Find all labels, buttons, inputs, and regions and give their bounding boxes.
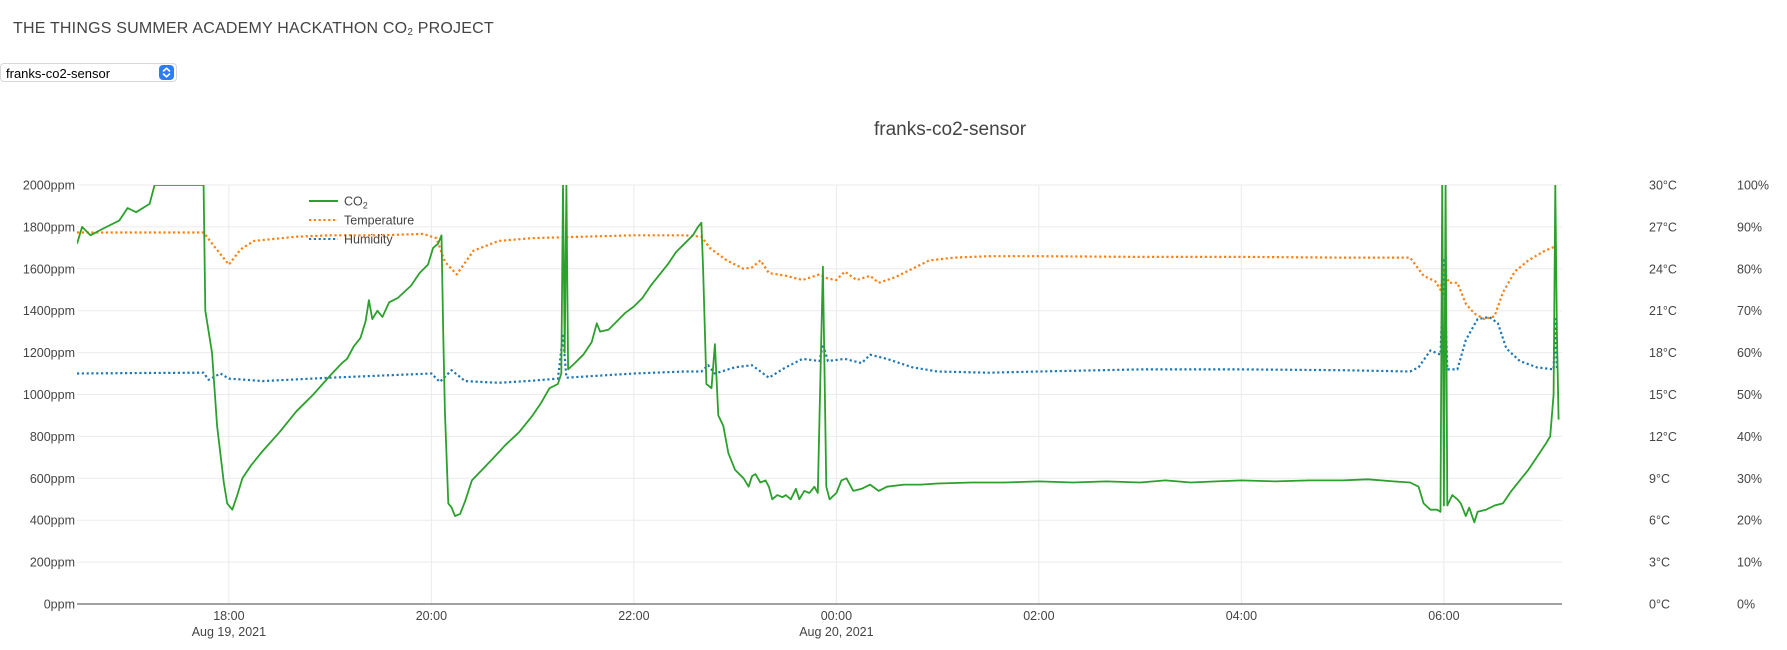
co2-tick-label: 1200ppm (23, 346, 75, 360)
chart-axes: 18:00 Aug 19, 2021 20:00 22:00 00:00 Aug 20, … (23, 179, 1769, 640)
co2-tick-label: 400ppm (30, 514, 75, 528)
co2-tick-label: 1000ppm (23, 388, 75, 402)
temperature-tick-label: 15°C (1649, 388, 1677, 402)
temperature-tick-label: 21°C (1649, 304, 1677, 318)
page-title-suffix: PROJECT (413, 20, 494, 37)
co2-tick-label: 200ppm (30, 556, 75, 570)
temperature-tick-label: 0°C (1649, 598, 1670, 612)
x-tick-label: 02:00 (1023, 609, 1054, 623)
x-tick-date-label: Aug 19, 2021 (192, 625, 266, 639)
legend-label[interactable]: CO2 (344, 195, 368, 211)
x-tick-label: 04:00 (1226, 609, 1257, 623)
updown-chevron-icon[interactable] (159, 65, 174, 80)
chart-legend[interactable]: CO2 Temperature Humidity (309, 195, 414, 247)
humidity-tick-label: 20% (1737, 514, 1762, 528)
series-line-co2 (77, 185, 1560, 524)
humidity-tick-label: 0% (1737, 598, 1755, 612)
x-tick-label: 22:00 (618, 609, 649, 623)
x-tick-label: 06:00 (1428, 609, 1459, 623)
x-tick-date-label: Aug 20, 2021 (799, 625, 873, 639)
temperature-tick-label: 30°C (1649, 179, 1677, 193)
temperature-tick-label: 9°C (1649, 472, 1670, 486)
humidity-tick-label: 10% (1737, 556, 1762, 570)
x-tick-label: 20:00 (416, 609, 447, 623)
humidity-tick-label: 50% (1737, 388, 1762, 402)
co2-tick-label: 1400ppm (23, 304, 75, 318)
humidity-tick-label: 100% (1737, 179, 1769, 193)
legend-label[interactable]: Temperature (344, 214, 414, 228)
humidity-tick-label: 70% (1737, 304, 1762, 318)
co2-tick-label: 1800ppm (23, 220, 75, 234)
temperature-tick-label: 6°C (1649, 514, 1670, 528)
chart-grid (77, 184, 1562, 604)
temperature-tick-label: 24°C (1649, 262, 1677, 276)
page-title: THE THINGS SUMMER ACADEMY HACKATHON CO2 … (13, 20, 494, 38)
device-select-value: franks-co2-sensor (6, 66, 111, 81)
series-line-temp (77, 231, 1556, 321)
humidity-tick-label: 90% (1737, 220, 1762, 234)
humidity-tick-label: 60% (1737, 346, 1762, 360)
device-select[interactable]: franks-co2-sensor (0, 63, 177, 82)
chart-title: franks-co2-sensor (874, 119, 1027, 140)
x-tick-label: 00:00 (821, 609, 852, 623)
co2-tick-label: 2000ppm (23, 179, 75, 193)
series-line-hum (77, 259, 1558, 384)
co2-tick-label: 600ppm (30, 472, 75, 486)
temperature-tick-label: 18°C (1649, 346, 1677, 360)
page-title-subscript: 2 (407, 27, 414, 38)
co2-tick-label: 800ppm (30, 430, 75, 444)
humidity-tick-label: 80% (1737, 262, 1762, 276)
temperature-tick-label: 27°C (1649, 220, 1677, 234)
legend-label[interactable]: Humidity (344, 233, 393, 247)
temperature-tick-label: 12°C (1649, 430, 1677, 444)
humidity-tick-label: 30% (1737, 472, 1762, 486)
co2-tick-label: 1600ppm (23, 262, 75, 276)
page-title-text: THE THINGS SUMMER ACADEMY HACKATHON CO (13, 20, 408, 37)
series-layer (77, 185, 1560, 524)
co2-tick-label: 0ppm (44, 598, 75, 612)
temperature-tick-label: 3°C (1649, 556, 1670, 570)
humidity-tick-label: 40% (1737, 430, 1762, 444)
x-tick-label: 18:00 (213, 609, 244, 623)
